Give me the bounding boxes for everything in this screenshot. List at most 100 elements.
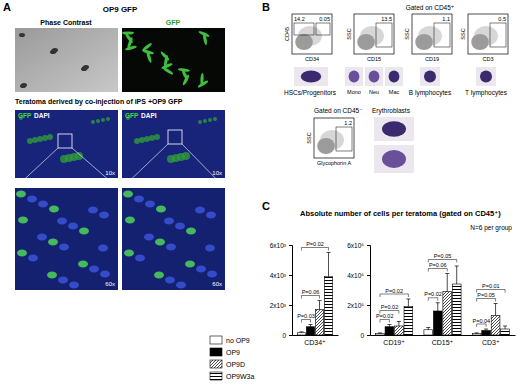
tick-mark — [289, 335, 292, 336]
gate-value: 13.5 — [381, 16, 392, 22]
bar — [385, 327, 394, 335]
tick-label: 4x10⁵ — [347, 272, 364, 279]
tick: 4x10³ — [270, 272, 292, 279]
teratoma-image — [122, 110, 225, 178]
cell-label: Neu — [369, 89, 379, 95]
tick-label: CD15⁺ — [432, 339, 454, 346]
tick: 0 — [360, 332, 370, 339]
zoom-box — [58, 134, 72, 148]
p-value: P=0.06 — [429, 262, 447, 268]
cell-cloud — [320, 130, 344, 150]
gfp-patch — [91, 120, 95, 124]
axis-label: CD45 — [284, 27, 290, 41]
cell-shape — [186, 228, 196, 235]
cell-shape — [123, 191, 133, 198]
cell-shape — [205, 245, 215, 252]
legend-swatch — [210, 360, 222, 368]
gate-label: Gated on CD45⁺ — [406, 4, 455, 11]
cell-shape — [82, 66, 88, 70]
p-value: P=0.03 — [297, 313, 315, 319]
error-bar — [308, 325, 312, 327]
tick: CD19⁺ — [383, 339, 405, 346]
cell-shape — [124, 250, 134, 257]
tick-label: 6x10³ — [270, 242, 287, 249]
tick-mark — [367, 245, 370, 246]
gfp-cell — [146, 51, 153, 63]
bracket — [428, 260, 456, 263]
gfp-patch — [198, 120, 202, 124]
panel-label: A — [3, 1, 11, 13]
cell-nucleus — [424, 70, 436, 82]
cell-cloud — [418, 26, 442, 46]
bar — [395, 326, 404, 335]
error-bar — [387, 325, 391, 327]
cell-label: T lymphocytes — [465, 89, 508, 97]
bar — [452, 284, 461, 335]
legend-swatch — [210, 348, 222, 356]
gate-value: 0.05 — [319, 16, 330, 22]
cell-label: B lymphocytes — [409, 89, 452, 97]
cell-shape — [154, 272, 164, 279]
x-axis: CD34⁺ — [293, 336, 339, 346]
figure: AOP9 GFPPhase ContrastGFPTeratoma derive… — [0, 0, 520, 391]
error-bar — [494, 304, 498, 316]
tick: 2x10⁵ — [347, 302, 370, 309]
cell-image — [420, 67, 440, 86]
gfp-patch — [144, 136, 150, 142]
note: N=6 per group — [470, 224, 512, 232]
cell-image — [374, 117, 414, 141]
bar — [424, 330, 433, 335]
bracket — [477, 290, 505, 293]
error-bar — [378, 332, 382, 334]
cell-shape — [156, 206, 166, 213]
gfp-cell — [122, 31, 134, 34]
tick-label: CD19⁺ — [383, 339, 405, 346]
flow-plot — [412, 14, 452, 54]
cell-shape — [134, 196, 144, 203]
tick: CD3⁺ — [482, 339, 500, 346]
cell-cloud — [474, 26, 498, 46]
cell-cloud — [360, 26, 384, 46]
gfp-patch — [167, 155, 175, 163]
legend-entry: OP9D — [226, 361, 245, 368]
bracket — [477, 324, 486, 327]
image-label: Phase Contrast — [40, 19, 92, 26]
gfp-patch — [203, 119, 207, 123]
cell-shape — [18, 217, 28, 224]
zoom-line — [72, 148, 118, 188]
gate — [490, 23, 506, 47]
cell-shape — [99, 212, 109, 219]
tick-label: CD34⁺ — [304, 339, 326, 346]
tick-mark — [367, 335, 370, 336]
error-bar — [436, 303, 440, 311]
gate — [336, 127, 352, 151]
gfp-patch — [154, 134, 160, 140]
cell-label: Mac — [389, 89, 400, 95]
cell-shape — [165, 277, 175, 284]
bracket — [380, 320, 389, 323]
gfp-cell — [182, 74, 190, 86]
zoom-box — [168, 130, 182, 144]
tick-mark — [289, 245, 292, 246]
cell-shape — [79, 228, 89, 235]
cell-shape — [16, 191, 26, 198]
p-value: P=0.05 — [477, 292, 495, 298]
axis-line — [367, 246, 371, 336]
tick-mark — [367, 275, 370, 276]
gate-value: 1.1 — [442, 16, 450, 22]
axis-label: SSC — [460, 28, 466, 39]
tick-mark — [289, 275, 292, 276]
tick: 2x10³ — [270, 302, 292, 309]
cell-shape — [21, 83, 27, 87]
tick-label: CD3⁺ — [482, 339, 500, 346]
bar — [472, 334, 481, 336]
zoom-image — [122, 188, 225, 290]
axis-label: CD34 — [305, 56, 319, 62]
tick: CD15⁺ — [432, 339, 454, 346]
bracket — [301, 320, 310, 323]
tick-label: 0 — [360, 332, 364, 339]
cell-shape — [185, 261, 195, 268]
gfp-patch — [213, 117, 217, 121]
cell-shape — [27, 196, 37, 203]
gate — [316, 23, 330, 35]
